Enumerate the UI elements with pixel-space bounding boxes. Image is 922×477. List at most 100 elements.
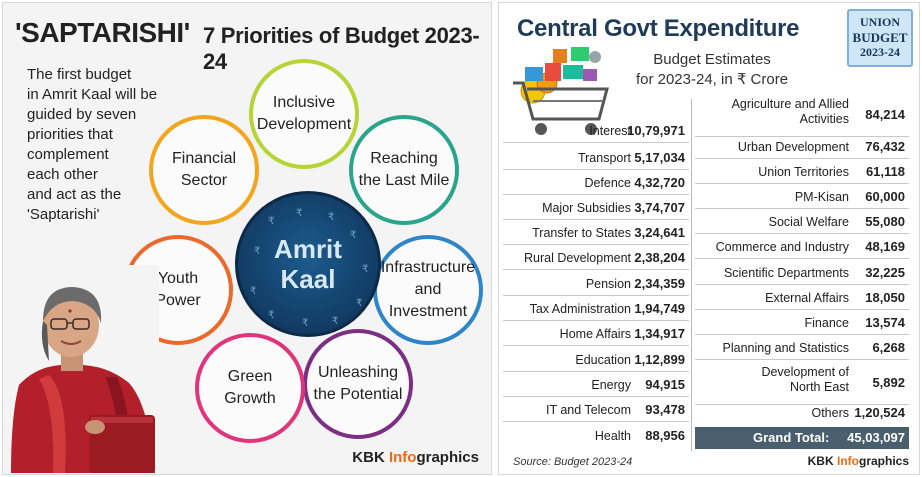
row-value: 93,478 <box>645 402 685 417</box>
priority-reaching-last-mile: Reaching the Last Mile <box>349 115 459 225</box>
credit-logo: KBK Infographics <box>352 449 479 466</box>
row-label: Defence <box>584 176 631 190</box>
rupee-icon: ₹ <box>268 310 275 321</box>
row-value: 55,080 <box>865 214 905 229</box>
row-label: Education <box>575 353 631 367</box>
intro-line: The first budget <box>27 66 132 83</box>
panel-subtitle-units: for 2023-24, in ₹ Crore <box>635 71 789 88</box>
row-label: Others <box>811 406 849 420</box>
table-row: Pension 2,34,359 <box>503 272 689 296</box>
rupee-icon: ₹ <box>350 230 357 241</box>
row-value: 1,12,899 <box>634 352 685 367</box>
table-row: Energy 94,915 <box>503 373 689 397</box>
row-label: Interest <box>589 124 631 138</box>
priority-label: Growth <box>224 390 276 407</box>
row-label: Planning and Statistics <box>722 341 849 355</box>
row-label: IT and Telecom <box>545 403 631 417</box>
row-label: Transfer to States <box>532 226 631 240</box>
table-row: Planning and Statistics 6,268 <box>695 336 909 360</box>
priority-label: Green <box>227 368 273 385</box>
row-value: 4,32,720 <box>634 175 685 190</box>
row-label: Agriculture and Allied Activities <box>731 97 849 126</box>
table-row: Agriculture and Allied Activities 84,214 <box>695 93 909 137</box>
priority-financial-sector: Financial Sector <box>149 115 259 225</box>
priority-green-growth: Green Growth <box>195 333 305 443</box>
rupee-icon: ₹ <box>362 264 369 275</box>
row-value: 6,268 <box>872 340 905 355</box>
row-label: Development of North East <box>761 365 849 394</box>
table-row: Others 1,20,524 <box>695 401 909 425</box>
expenditure-panel: Central Govt Expenditure Budget Estimate… <box>498 2 920 475</box>
priority-label: Development <box>256 116 352 133</box>
table-row: Health 88,956 <box>503 424 689 448</box>
table-row: Scientific Departments 32,225 <box>695 261 909 285</box>
row-label: Commerce and Industry <box>715 240 849 254</box>
rupee-icon: ₹ <box>296 208 303 219</box>
table-row: IT and Telecom 93,478 <box>503 398 689 422</box>
badge-line: UNION <box>859 15 900 29</box>
priority-label: Infrastructure <box>380 259 476 276</box>
intro-line: each other <box>27 166 98 183</box>
row-value: 3,24,641 <box>634 225 685 240</box>
rupee-icon: ₹ <box>254 246 261 257</box>
table-row: Education 1,12,899 <box>503 348 689 372</box>
intro-line: guided by seven <box>27 106 137 123</box>
table-row: Social Welfare 55,080 <box>695 210 909 234</box>
row-value: 3,74,707 <box>634 200 685 215</box>
rupee-icon: ₹ <box>356 298 363 309</box>
row-value: 18,050 <box>865 290 905 305</box>
rupee-icon: ₹ <box>268 216 275 227</box>
row-value: 1,20,524 <box>854 405 905 420</box>
row-value: 76,432 <box>865 139 905 154</box>
table-row: Development of North East 5,892 <box>695 361 909 405</box>
center-label: Kaal <box>280 264 336 294</box>
row-label: Home Affairs <box>559 327 631 341</box>
table-row: External Affairs 18,050 <box>695 286 909 310</box>
rupee-icon: ₹ <box>302 318 309 329</box>
table-row: Transfer to States 3,24,641 <box>503 221 689 245</box>
row-label: Health <box>594 429 631 443</box>
row-value: 5,892 <box>872 375 905 390</box>
intro-line: in Amrit Kaal will be <box>27 86 158 103</box>
credit-prefix: KBK <box>352 449 389 466</box>
amrit-kaal-center: ₹ ₹ ₹ ₹ ₹ ₹ ₹ ₹ ₹ ₹ ₹ Amrit Kaal <box>235 191 381 337</box>
priority-label: Inclusive <box>272 94 336 111</box>
table-row: Home Affairs 1,34,917 <box>503 322 689 346</box>
panel-subtitle: Budget Estimates <box>653 51 771 68</box>
row-label: Transport <box>577 151 631 165</box>
row-value: 2,34,359 <box>634 276 685 291</box>
table-row: Transport 5,17,034 <box>503 146 689 170</box>
row-value: 1,34,917 <box>634 326 685 341</box>
panel-title: Central Govt Expenditure <box>517 15 800 42</box>
row-value: 1,94,749 <box>634 301 685 316</box>
priority-label: Reaching <box>370 150 438 167</box>
table-row: Rural Development 2,38,204 <box>503 246 689 270</box>
panel-subtitle: 7 Priorities of Budget 2023-24 <box>203 23 480 74</box>
table-row: Union Territories 61,118 <box>695 160 909 184</box>
priority-label: Youth <box>157 270 199 287</box>
credit-info: Info <box>388 449 417 466</box>
row-value: 5,17,034 <box>634 150 685 165</box>
row-label: Pension <box>585 277 631 291</box>
priority-inclusive-development: Inclusive Development <box>249 59 359 169</box>
row-label: Scientific Departments <box>723 266 849 280</box>
row-value: 84,214 <box>865 107 905 122</box>
intro-line: priorities that <box>27 126 113 143</box>
table-row: Finance 13,574 <box>695 311 909 335</box>
row-value: 88,956 <box>645 428 685 443</box>
badge-line: 2023-24 <box>860 45 900 59</box>
row-label: External Affairs <box>765 291 849 305</box>
row-label: Finance <box>804 316 849 330</box>
priority-infrastructure-investment: Infrastructure and Investment <box>373 235 483 345</box>
column-divider <box>691 99 692 451</box>
shopping-cart-icon <box>513 47 609 135</box>
intro-line: 'Saptarishi' <box>27 206 100 223</box>
row-value: 60,000 <box>865 189 905 204</box>
priority-label: and <box>414 281 442 298</box>
row-value: 10,79,971 <box>627 123 685 138</box>
row-value: 94,915 <box>645 377 685 392</box>
table-row: Major Subsidies 3,74,707 <box>503 196 689 220</box>
priority-label: the Potential <box>313 386 403 403</box>
row-value: 13,574 <box>865 315 905 330</box>
panel-title: 'SAPTARISHI' <box>15 17 190 48</box>
